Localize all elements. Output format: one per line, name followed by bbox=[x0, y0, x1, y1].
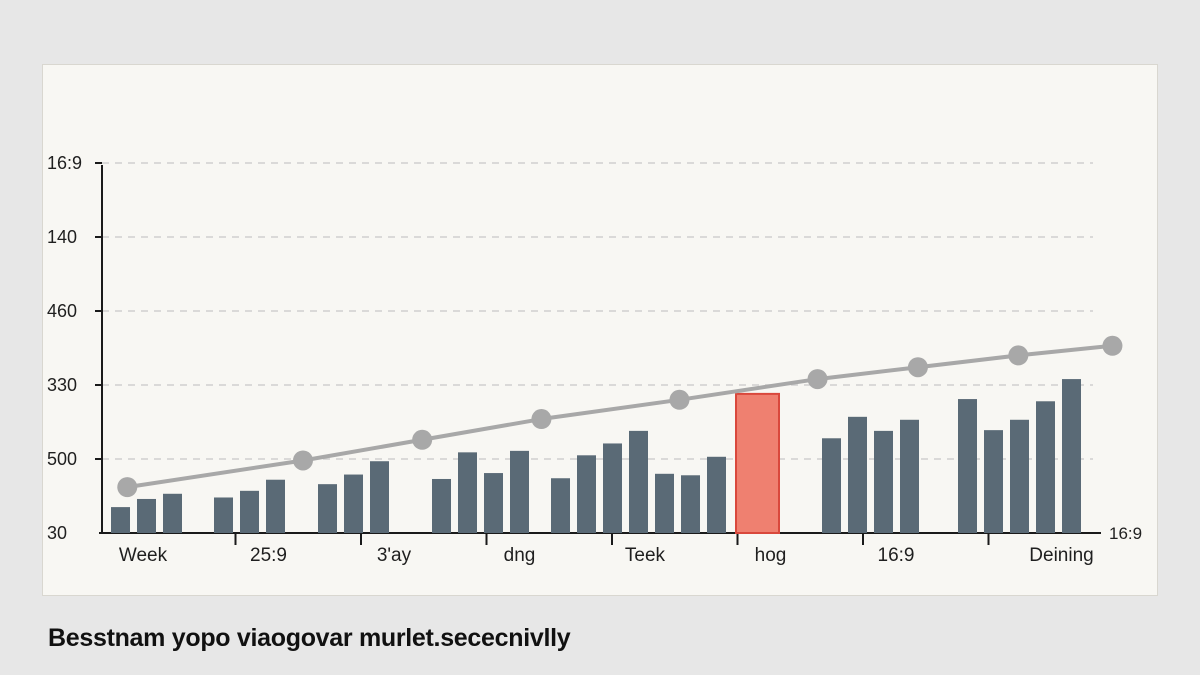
y-tick-label: 140 bbox=[47, 227, 77, 247]
bar bbox=[629, 430, 648, 533]
line-point bbox=[1008, 345, 1029, 366]
chart-card: 30 500 330 460 140 16:9 Week 25:9 3'ay dng Teek ho… bbox=[42, 64, 1158, 596]
bar bbox=[510, 450, 529, 533]
bar bbox=[432, 478, 451, 533]
bar bbox=[681, 475, 700, 533]
y-tick-label: 500 bbox=[47, 449, 77, 469]
y-tick-label: 16:9 bbox=[47, 153, 82, 173]
x-tick-label: Teek bbox=[625, 545, 666, 566]
bar bbox=[163, 493, 182, 533]
line-point bbox=[807, 369, 828, 390]
bar bbox=[370, 461, 389, 533]
bar bbox=[240, 490, 259, 533]
bar bbox=[874, 430, 893, 533]
bar bbox=[707, 456, 726, 533]
line-point bbox=[117, 477, 138, 498]
bar-series bbox=[111, 379, 1081, 534]
grid-lines bbox=[102, 162, 1093, 460]
bar bbox=[484, 473, 503, 533]
bar bbox=[984, 430, 1003, 533]
x-tick-label: dng bbox=[504, 545, 536, 566]
highlight-bar bbox=[735, 392, 780, 534]
chart-plot: 30 500 330 460 140 16:9 Week 25:9 3'ay dng Teek ho… bbox=[47, 153, 1142, 566]
bar bbox=[1010, 419, 1029, 533]
y-axis: 30 500 330 460 140 16:9 bbox=[47, 153, 103, 543]
bar bbox=[266, 479, 285, 533]
line-point bbox=[292, 450, 313, 471]
bar bbox=[900, 419, 919, 533]
bar bbox=[1036, 401, 1055, 533]
line-point bbox=[907, 357, 928, 378]
bar bbox=[458, 452, 477, 533]
line-point bbox=[1102, 335, 1123, 356]
bar bbox=[318, 484, 337, 533]
line-point bbox=[412, 429, 433, 450]
bar bbox=[603, 443, 622, 533]
y-tick-label: 30 bbox=[47, 523, 67, 543]
x-tick-label: 3'ay bbox=[377, 545, 412, 566]
chart-caption: Besstnam yopo viaogovar murlet.sececnivl… bbox=[48, 624, 571, 652]
y-tick-label: 330 bbox=[47, 375, 77, 395]
bar bbox=[577, 455, 596, 533]
bar bbox=[137, 498, 156, 533]
bar bbox=[655, 473, 674, 533]
bar bbox=[344, 474, 363, 533]
x-tick-label: hog bbox=[755, 545, 787, 566]
line-series bbox=[117, 335, 1123, 498]
x-tick-label: 25:9 bbox=[250, 545, 287, 566]
bar bbox=[1062, 379, 1081, 533]
bar bbox=[551, 478, 570, 533]
bar bbox=[111, 507, 130, 533]
x-tick-label: 16:9 bbox=[878, 545, 915, 566]
bar bbox=[958, 399, 977, 533]
x-tick-label: Week bbox=[119, 545, 168, 566]
bar bbox=[214, 497, 233, 533]
axis-end-label: 16:9 bbox=[1109, 524, 1142, 543]
bar bbox=[848, 416, 867, 533]
line-point bbox=[669, 389, 690, 410]
line-point bbox=[531, 409, 552, 430]
x-axis: Week 25:9 3'ay dng Teek hog 16:9 Deining 16:9 bbox=[99, 524, 1142, 566]
y-tick-label: 460 bbox=[47, 301, 77, 321]
bar bbox=[822, 438, 841, 533]
x-tick-label: Deining bbox=[1029, 545, 1093, 566]
